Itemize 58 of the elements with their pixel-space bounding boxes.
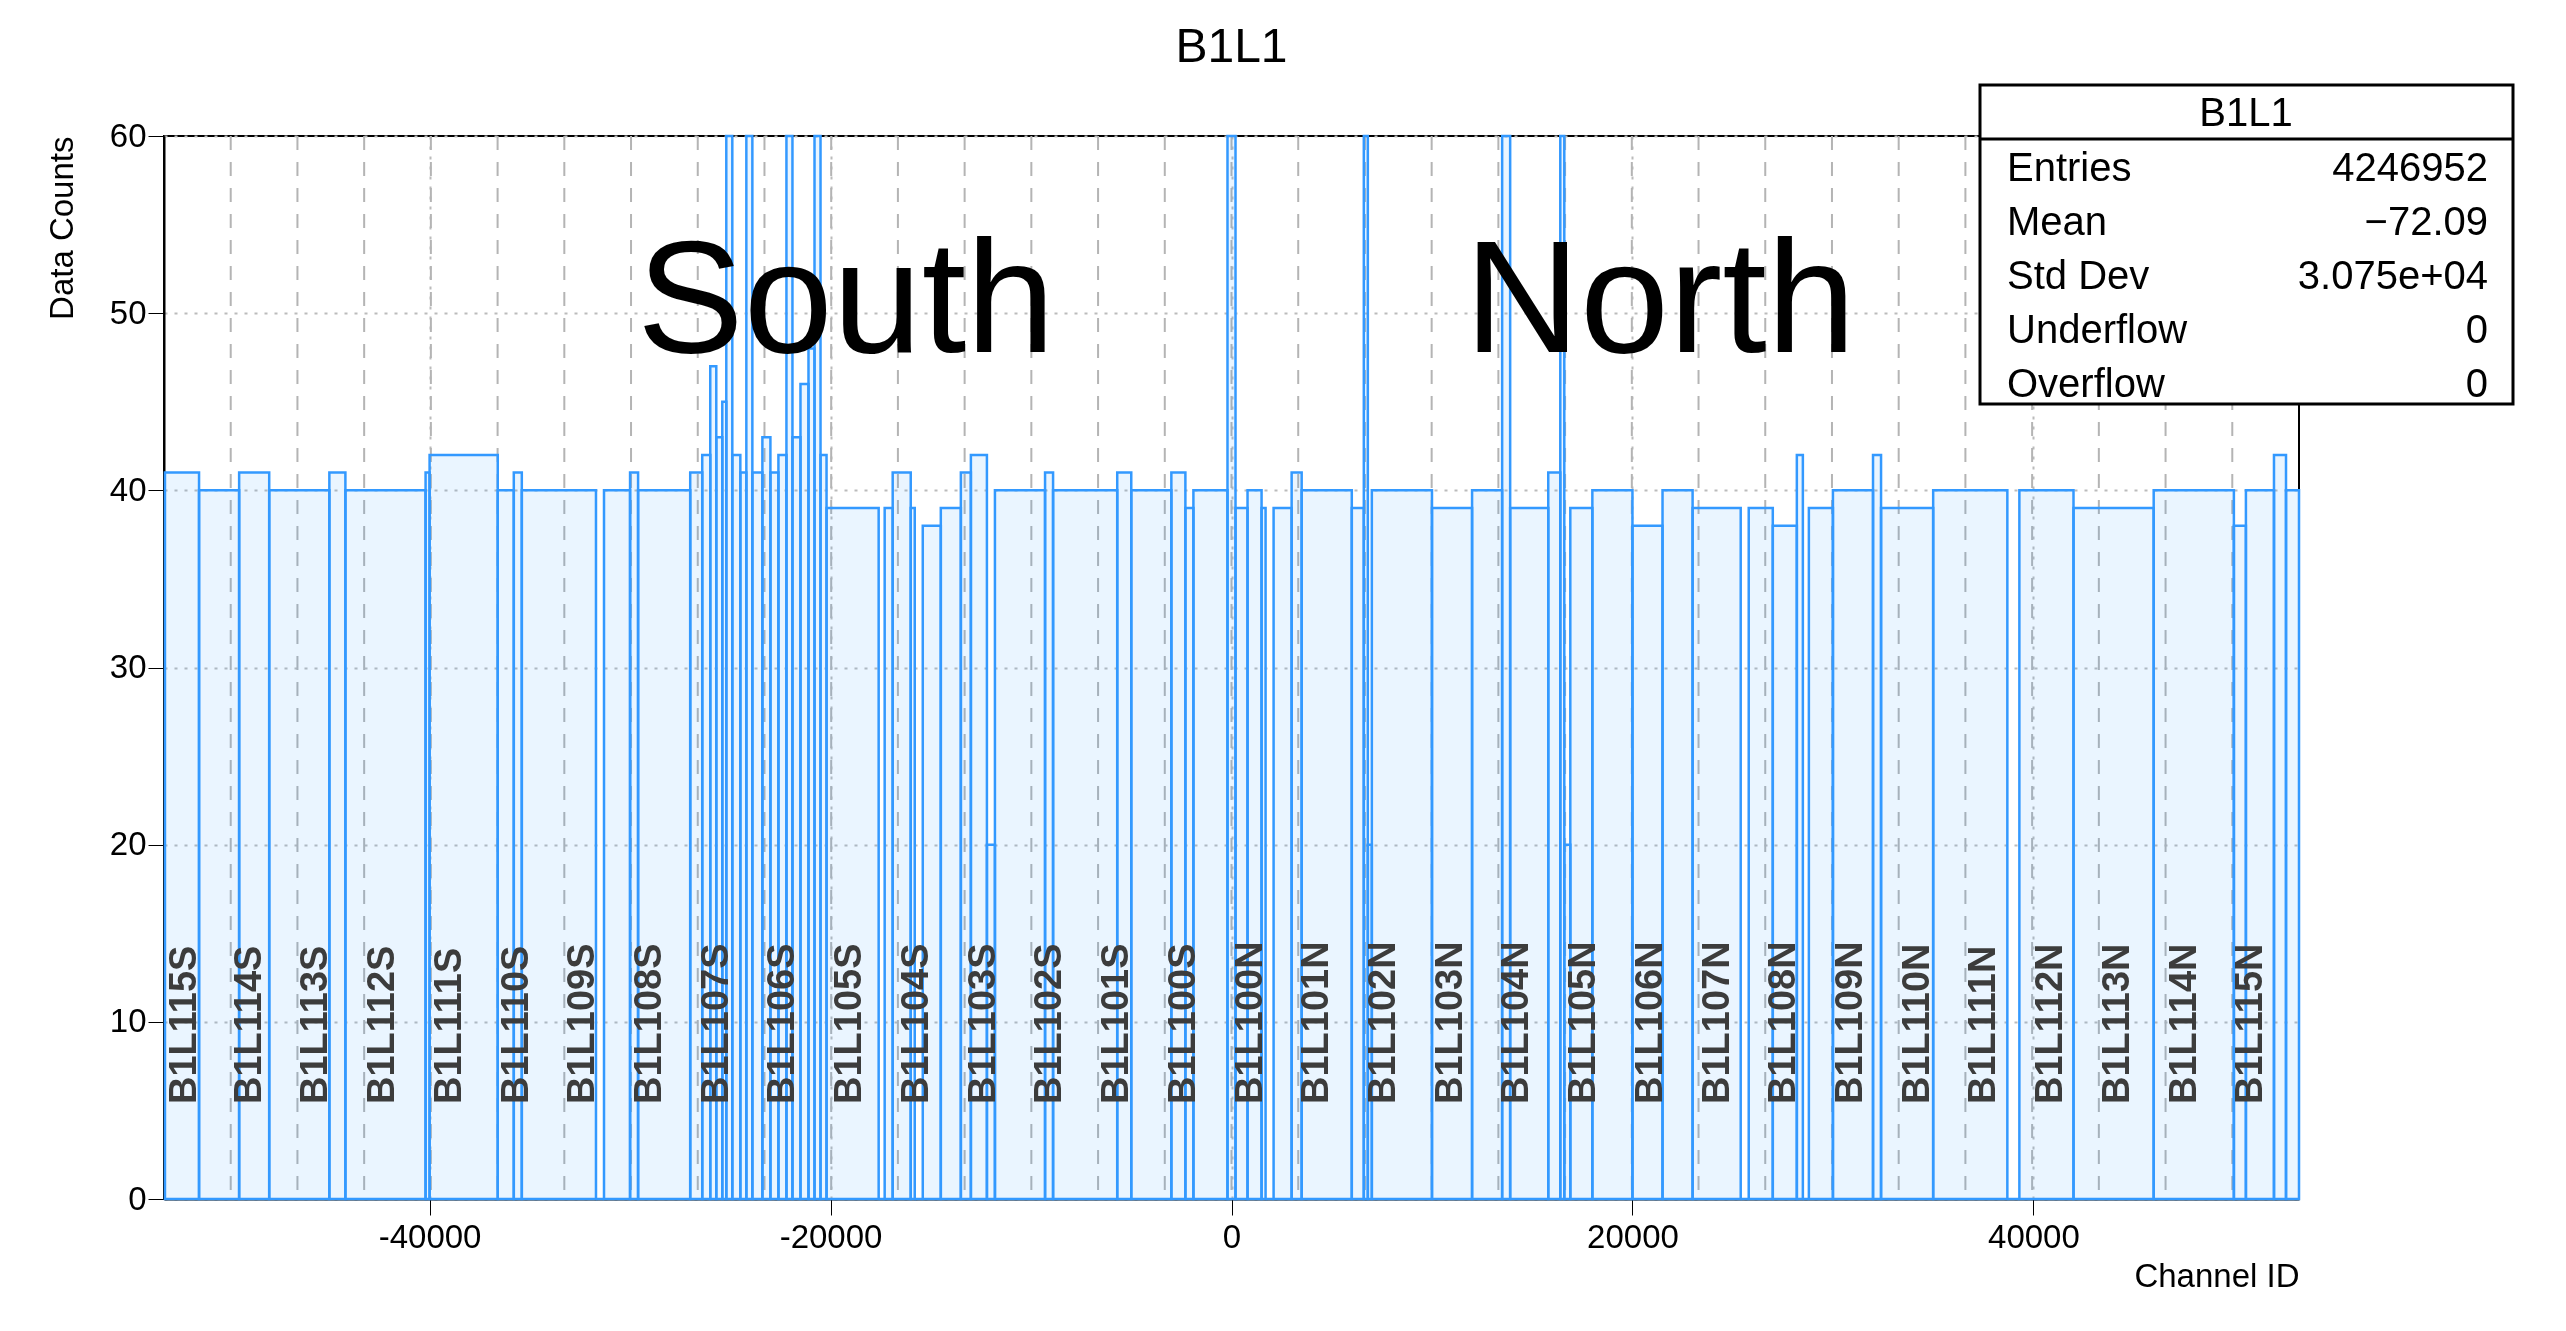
ref-line-label: B1L111S xyxy=(426,947,469,1104)
y-tick-label: 50 xyxy=(109,293,147,331)
ref-line-label: B1L110N xyxy=(1894,943,1937,1104)
ref-line-label: B1L111N xyxy=(1961,945,2004,1104)
ref-line-label: B1L107N xyxy=(1694,941,1737,1104)
ref-line-label: B1L105S xyxy=(827,943,870,1104)
ref-line-label: B1L114N xyxy=(2161,943,2204,1104)
ref-line-label: B1L112S xyxy=(360,945,403,1104)
ref-line-label: B1L113N xyxy=(2094,943,2137,1104)
ref-line-label: B1L104N xyxy=(1494,941,1537,1104)
y-tick-label: 30 xyxy=(109,648,147,685)
ref-line-label: B1L101N xyxy=(1294,941,1337,1104)
x-axis-title: Channel ID xyxy=(2134,1256,2300,1294)
text: 4246952 xyxy=(2332,145,2488,189)
ref-line-label: B1L109S xyxy=(560,943,603,1104)
y-axis-title: Data Counts xyxy=(42,136,80,320)
annotation: 3.075e+04 xyxy=(2297,253,2488,297)
ref-line-label: B1L115N xyxy=(2228,943,2271,1104)
ref-line-label: B1L114S xyxy=(226,945,269,1104)
ref-line-label: B1L100N xyxy=(1227,941,1270,1104)
ref-line-label: B1L110S xyxy=(493,945,536,1104)
annotation: Std Dev xyxy=(2007,253,2150,297)
annotation: Mean xyxy=(2007,199,2108,243)
chart-title: B1L1 xyxy=(1175,18,1288,72)
ref-line-label: B1L103S xyxy=(960,943,1003,1104)
ref-line-label: B1L112N xyxy=(2028,943,2071,1104)
x-tick-label: 40000 xyxy=(1988,1217,2080,1255)
ref-line-label: B1L103N xyxy=(1427,941,1470,1104)
text: 0 xyxy=(2465,361,2488,405)
ref-line-label: B1L105N xyxy=(1561,941,1604,1104)
annotation: Underflow xyxy=(2007,307,2188,351)
ref-line-label: B1L108S xyxy=(627,943,670,1104)
ref-line-label: B1L113S xyxy=(293,945,336,1104)
y-tick-label: 60 xyxy=(109,116,147,154)
ref-line-label: B1L106S xyxy=(760,943,803,1104)
x-tick-label: 20000 xyxy=(1587,1217,1679,1255)
text: 0 xyxy=(2465,307,2488,351)
x-tick-label: -20000 xyxy=(779,1217,883,1255)
ref-line-label: B1L109N xyxy=(1827,941,1870,1104)
x-tick-label: -40000 xyxy=(378,1217,482,1255)
ref-line-label: B1L101S xyxy=(1094,943,1137,1104)
ref-line-label: B1L100S xyxy=(1160,943,1203,1104)
y-tick-label: 40 xyxy=(109,470,147,508)
ref-line-label: B1L102N xyxy=(1360,941,1403,1104)
ref-line-label: B1L107S xyxy=(693,943,736,1104)
text: −72.09 xyxy=(2364,199,2488,243)
y-tick-label: 10 xyxy=(109,1002,147,1040)
ref-line-label: B1L102S xyxy=(1027,943,1070,1104)
ref-line-label: B1L108N xyxy=(1761,941,1804,1104)
ref-line-label: B1L106N xyxy=(1627,941,1670,1104)
annotation: Entries xyxy=(2007,145,2132,189)
y-tick-label: 20 xyxy=(109,825,147,863)
annotation: Overflow xyxy=(2007,361,2165,405)
text: B1L1 xyxy=(2199,90,2293,134)
x-tick-label: 0 xyxy=(1222,1217,1242,1255)
annotation: B1L115S xyxy=(162,945,204,1104)
y-tick-label: 0 xyxy=(128,1179,147,1217)
ref-line-label: B1L104S xyxy=(893,943,936,1104)
